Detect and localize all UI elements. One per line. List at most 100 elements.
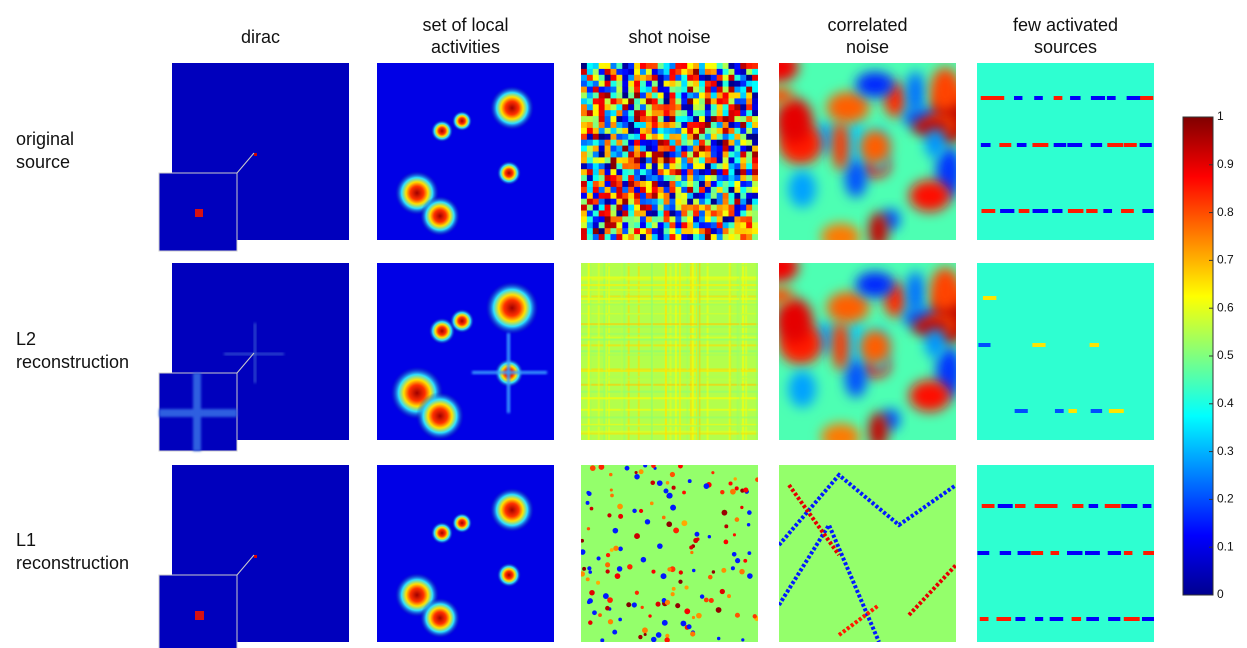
noise-cell xyxy=(581,163,588,170)
noise-cell xyxy=(640,163,647,170)
noise-cell xyxy=(734,204,741,211)
noise-cell xyxy=(581,222,588,229)
noise-cell xyxy=(598,122,606,129)
noise-cell xyxy=(722,175,729,182)
noise-cell xyxy=(687,175,694,182)
noise-cell xyxy=(657,234,665,240)
speck xyxy=(732,533,737,537)
noise-cell xyxy=(634,163,641,170)
stripe xyxy=(736,263,739,440)
noise-cell xyxy=(645,133,653,141)
noise-cell xyxy=(657,98,665,105)
noise-cell xyxy=(752,222,758,229)
noise-cell xyxy=(728,192,735,200)
speck xyxy=(618,617,622,622)
noise-cell xyxy=(657,175,665,182)
noise-cell xyxy=(704,139,712,147)
source-dash xyxy=(1107,143,1124,147)
noise-cell xyxy=(610,63,617,70)
noise-cell xyxy=(669,216,676,223)
noise-cell xyxy=(622,198,629,206)
speck xyxy=(586,527,591,531)
noise-cell xyxy=(634,110,641,117)
noise-cell xyxy=(628,74,635,82)
noise-cell xyxy=(634,181,641,188)
noise-cell xyxy=(687,216,694,223)
noise-cell xyxy=(610,122,617,129)
noise-cell xyxy=(699,181,706,188)
noise-cell xyxy=(669,163,676,170)
noise-cell xyxy=(657,216,665,223)
noise-cell xyxy=(663,68,670,76)
noise-cell xyxy=(669,145,676,152)
noise-cell xyxy=(604,186,611,194)
source-dash xyxy=(981,209,996,213)
noise-cell xyxy=(622,98,629,105)
speck xyxy=(589,506,594,511)
noise-cell xyxy=(622,127,629,135)
noise-cell xyxy=(616,222,623,229)
noise-cell xyxy=(645,86,653,93)
noise-blob xyxy=(821,223,861,240)
noise-cell xyxy=(728,86,735,93)
noise-cell xyxy=(657,186,665,194)
noise-cell xyxy=(634,234,641,240)
noise-cell xyxy=(616,86,623,93)
noise-cell xyxy=(675,133,682,141)
noise-blob xyxy=(859,129,891,164)
noise-cell xyxy=(722,127,729,135)
source-dash xyxy=(1143,551,1154,555)
noise-cell xyxy=(628,92,635,99)
noise-cell xyxy=(710,74,718,82)
noise-cell xyxy=(581,175,588,182)
noise-cell xyxy=(699,198,706,206)
noise-cell xyxy=(752,216,758,223)
noise-cell xyxy=(592,80,600,88)
noise-cell xyxy=(628,127,635,135)
noise-cell xyxy=(640,68,647,76)
speck xyxy=(739,568,745,575)
noise-cell xyxy=(616,74,623,82)
noise-cell xyxy=(616,186,623,194)
noise-cell xyxy=(716,163,724,170)
noise-cell xyxy=(699,92,706,99)
noise-cell xyxy=(746,80,753,88)
noise-cell xyxy=(746,63,753,70)
noise-cell xyxy=(610,80,617,88)
noise-cell xyxy=(675,74,682,82)
noise-cell xyxy=(586,86,594,93)
noise-cell xyxy=(752,204,758,211)
noise-cell xyxy=(586,228,594,235)
speck xyxy=(605,552,611,558)
colorbar-tick-label: 0.4 xyxy=(1217,396,1234,410)
noise-cell xyxy=(586,216,594,223)
noise-cell xyxy=(693,157,700,164)
noise-cell xyxy=(675,210,682,217)
stripe xyxy=(581,375,758,378)
noise-cell xyxy=(663,222,670,229)
noise-cell xyxy=(675,181,682,188)
noise-cell xyxy=(616,63,623,70)
noise-cell xyxy=(734,116,741,123)
noise-cell xyxy=(704,234,712,240)
noise-cell xyxy=(710,210,718,217)
speck xyxy=(607,619,614,625)
speck xyxy=(721,567,727,573)
source-dash xyxy=(1090,96,1105,100)
noise-cell xyxy=(628,104,635,111)
noise-cell xyxy=(610,175,617,182)
noise-cell xyxy=(657,192,665,200)
noise-cell xyxy=(657,151,665,158)
speck xyxy=(605,562,611,568)
noise-cell xyxy=(704,169,712,176)
speck xyxy=(587,598,593,604)
noise-cell xyxy=(634,116,641,123)
noise-cell xyxy=(693,133,700,141)
noise-blob xyxy=(779,287,793,304)
speck xyxy=(589,589,595,596)
noise-cell xyxy=(699,192,706,200)
noise-cell xyxy=(616,68,623,76)
panel xyxy=(779,263,956,440)
noise-cell xyxy=(699,127,706,135)
noise-cell xyxy=(592,175,600,182)
